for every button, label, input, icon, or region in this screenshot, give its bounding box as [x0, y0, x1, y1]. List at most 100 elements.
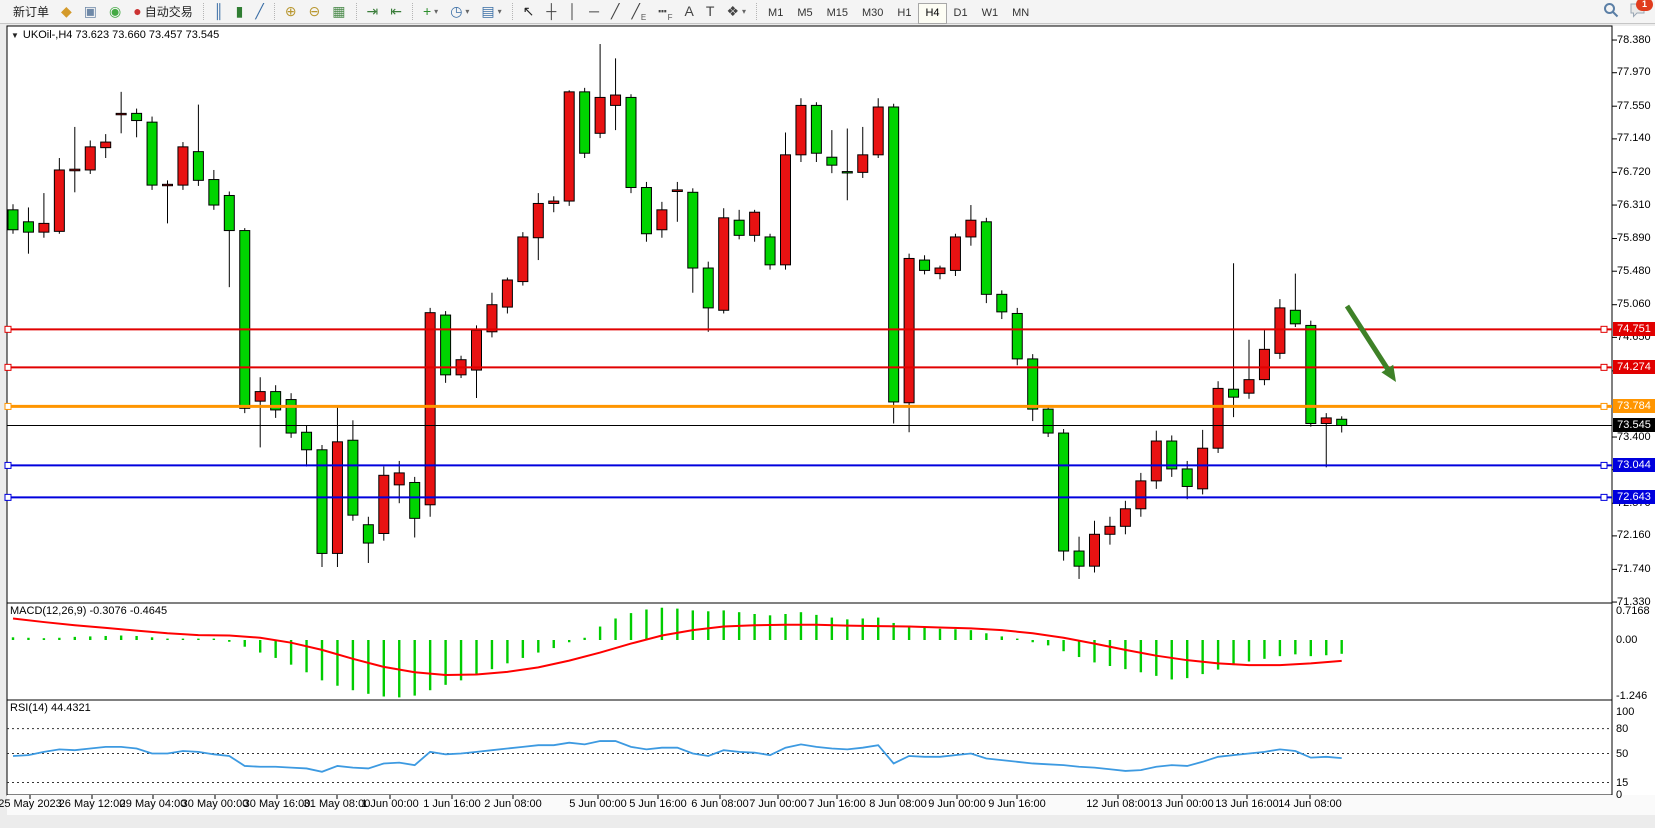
candlestick-chart-icon[interactable]: ▮: [230, 0, 250, 23]
candle: [100, 141, 112, 149]
candle: [316, 449, 328, 554]
price-panel[interactable]: [6, 25, 1613, 604]
trendline-tool[interactable]: ╱: [605, 0, 625, 23]
rsi-line: [12, 740, 1342, 773]
line-handle[interactable]: [4, 363, 12, 371]
toolbar-separator: [756, 3, 758, 20]
tile-windows-icon[interactable]: ▦: [326, 0, 351, 23]
candle: [1258, 348, 1270, 381]
fibonacci-tool-suffix: F: [667, 12, 673, 22]
line-chart-icon[interactable]: ╱: [249, 0, 269, 23]
chevron-down-icon[interactable]: ▾: [497, 6, 502, 16]
templates-button[interactable]: ▤ ▾: [475, 0, 507, 23]
rsi-panel[interactable]: [6, 699, 1613, 796]
cursor-tool[interactable]: ↖: [517, 0, 541, 23]
time-axis-label: 5 Jun 00:00: [569, 798, 627, 810]
notification-count-badge: 1: [1636, 0, 1653, 11]
chart-shift-icon[interactable]: ⇥: [361, 0, 385, 23]
line-handle[interactable]: [4, 461, 12, 469]
signals-icon[interactable]: ◉: [103, 0, 127, 23]
timeframe-m1[interactable]: M1: [768, 7, 784, 19]
line-handle[interactable]: [1600, 402, 1608, 410]
line-handle[interactable]: [1600, 363, 1608, 371]
arrows-tool[interactable]: ❖ ▾: [720, 0, 752, 23]
line-handle[interactable]: [1600, 493, 1608, 501]
timeframe-m15[interactable]: M15: [826, 7, 848, 19]
auto-scroll-icon[interactable]: ⇤: [384, 0, 408, 23]
notifications-icon[interactable]: 1: [1629, 0, 1653, 23]
arrow-object[interactable]: [1344, 304, 1392, 374]
line-price-badge: 73.784: [1613, 399, 1655, 414]
candle: [1104, 525, 1116, 535]
autotrade-button[interactable]: ● 自动交易: [127, 0, 198, 23]
rsi-axis-label: 15: [1616, 776, 1629, 789]
gem-icon[interactable]: ◆: [55, 0, 78, 23]
line-handle[interactable]: [4, 325, 12, 333]
line-price-badge: 72.643: [1613, 490, 1655, 505]
candle: [733, 219, 745, 236]
line-handle[interactable]: [4, 493, 12, 501]
line-handle[interactable]: [4, 402, 12, 410]
candle: [1089, 533, 1100, 567]
zoom-in-icon[interactable]: ⊕: [279, 0, 303, 23]
macd-panel[interactable]: [6, 602, 1613, 701]
indicators-button[interactable]: + ▾: [417, 0, 444, 23]
candle: [177, 146, 189, 186]
candle: [471, 329, 482, 371]
time-axis-label: 31 May 08:00: [303, 798, 371, 810]
chevron-down-icon[interactable]: ▾: [465, 6, 470, 16]
line-chart-icon: ╱: [255, 3, 264, 19]
candle: [563, 91, 575, 202]
horizontal-line-tool[interactable]: ─: [583, 0, 605, 23]
timeframe-w1[interactable]: W1: [981, 7, 999, 19]
search-icon[interactable]: [1603, 2, 1619, 23]
candle: [7, 209, 19, 231]
candle: [872, 106, 884, 156]
chevron-down-icon[interactable]: ▾: [434, 6, 439, 16]
line-handle[interactable]: [1600, 325, 1608, 333]
candle: [393, 472, 405, 486]
timeframe-h1[interactable]: H1: [897, 7, 912, 19]
bar-chart-icon[interactable]: ║: [208, 0, 230, 23]
candle: [424, 312, 436, 506]
time-axis-label: 7 Jun 00:00: [749, 798, 807, 810]
arrow-head-icon[interactable]: [1381, 364, 1396, 382]
terminal-icon[interactable]: ▣: [78, 0, 103, 23]
candle: [409, 481, 421, 519]
vertical-line-tool[interactable]: │: [562, 0, 583, 23]
toolbar-separator: [355, 3, 357, 20]
timeframe-m5[interactable]: M5: [797, 7, 813, 19]
chevron-down-icon[interactable]: ▾: [742, 6, 747, 16]
timeframe-d1[interactable]: D1: [953, 7, 968, 19]
price-axis-tick: 77.140: [1617, 132, 1651, 145]
zoom-out-icon[interactable]: ⊖: [303, 0, 327, 23]
price-axis-tick: 75.480: [1617, 264, 1651, 277]
timeframe-h4[interactable]: H4: [918, 2, 947, 24]
candle: [919, 259, 931, 271]
candle: [888, 106, 900, 403]
text-label-tool: T: [705, 3, 715, 19]
timeframe-m30[interactable]: M30: [862, 7, 884, 19]
line-handle[interactable]: [1600, 461, 1608, 469]
new-order-button[interactable]: 新订单: [4, 0, 55, 23]
candle: [53, 169, 65, 232]
candle: [579, 91, 591, 154]
candle: [239, 230, 251, 409]
symbol-menu-icon[interactable]: ▼: [11, 31, 19, 40]
channel-tool[interactable]: ╱ E: [625, 0, 652, 23]
candle: [934, 267, 946, 275]
fibonacci-tool[interactable]: ┅ F: [652, 0, 678, 23]
time-axis-label: 25 May 2023: [0, 798, 62, 810]
periods-button[interactable]: ◷ ▾: [444, 0, 475, 23]
symbol-title: UKOil-,H4 73.623 73.660 73.457 73.545: [22, 29, 220, 41]
templates-button: ▤: [481, 3, 495, 19]
text-label-tool[interactable]: T: [700, 0, 721, 23]
bid-price-badge: 73.545: [1613, 418, 1655, 433]
time-axis-label: 13 Jun 16:00: [1215, 798, 1279, 810]
timeframe-mn[interactable]: MN: [1012, 7, 1030, 19]
candle: [857, 154, 869, 173]
text-tool[interactable]: A: [679, 0, 700, 23]
crosshair-tool[interactable]: ┼: [540, 0, 562, 23]
